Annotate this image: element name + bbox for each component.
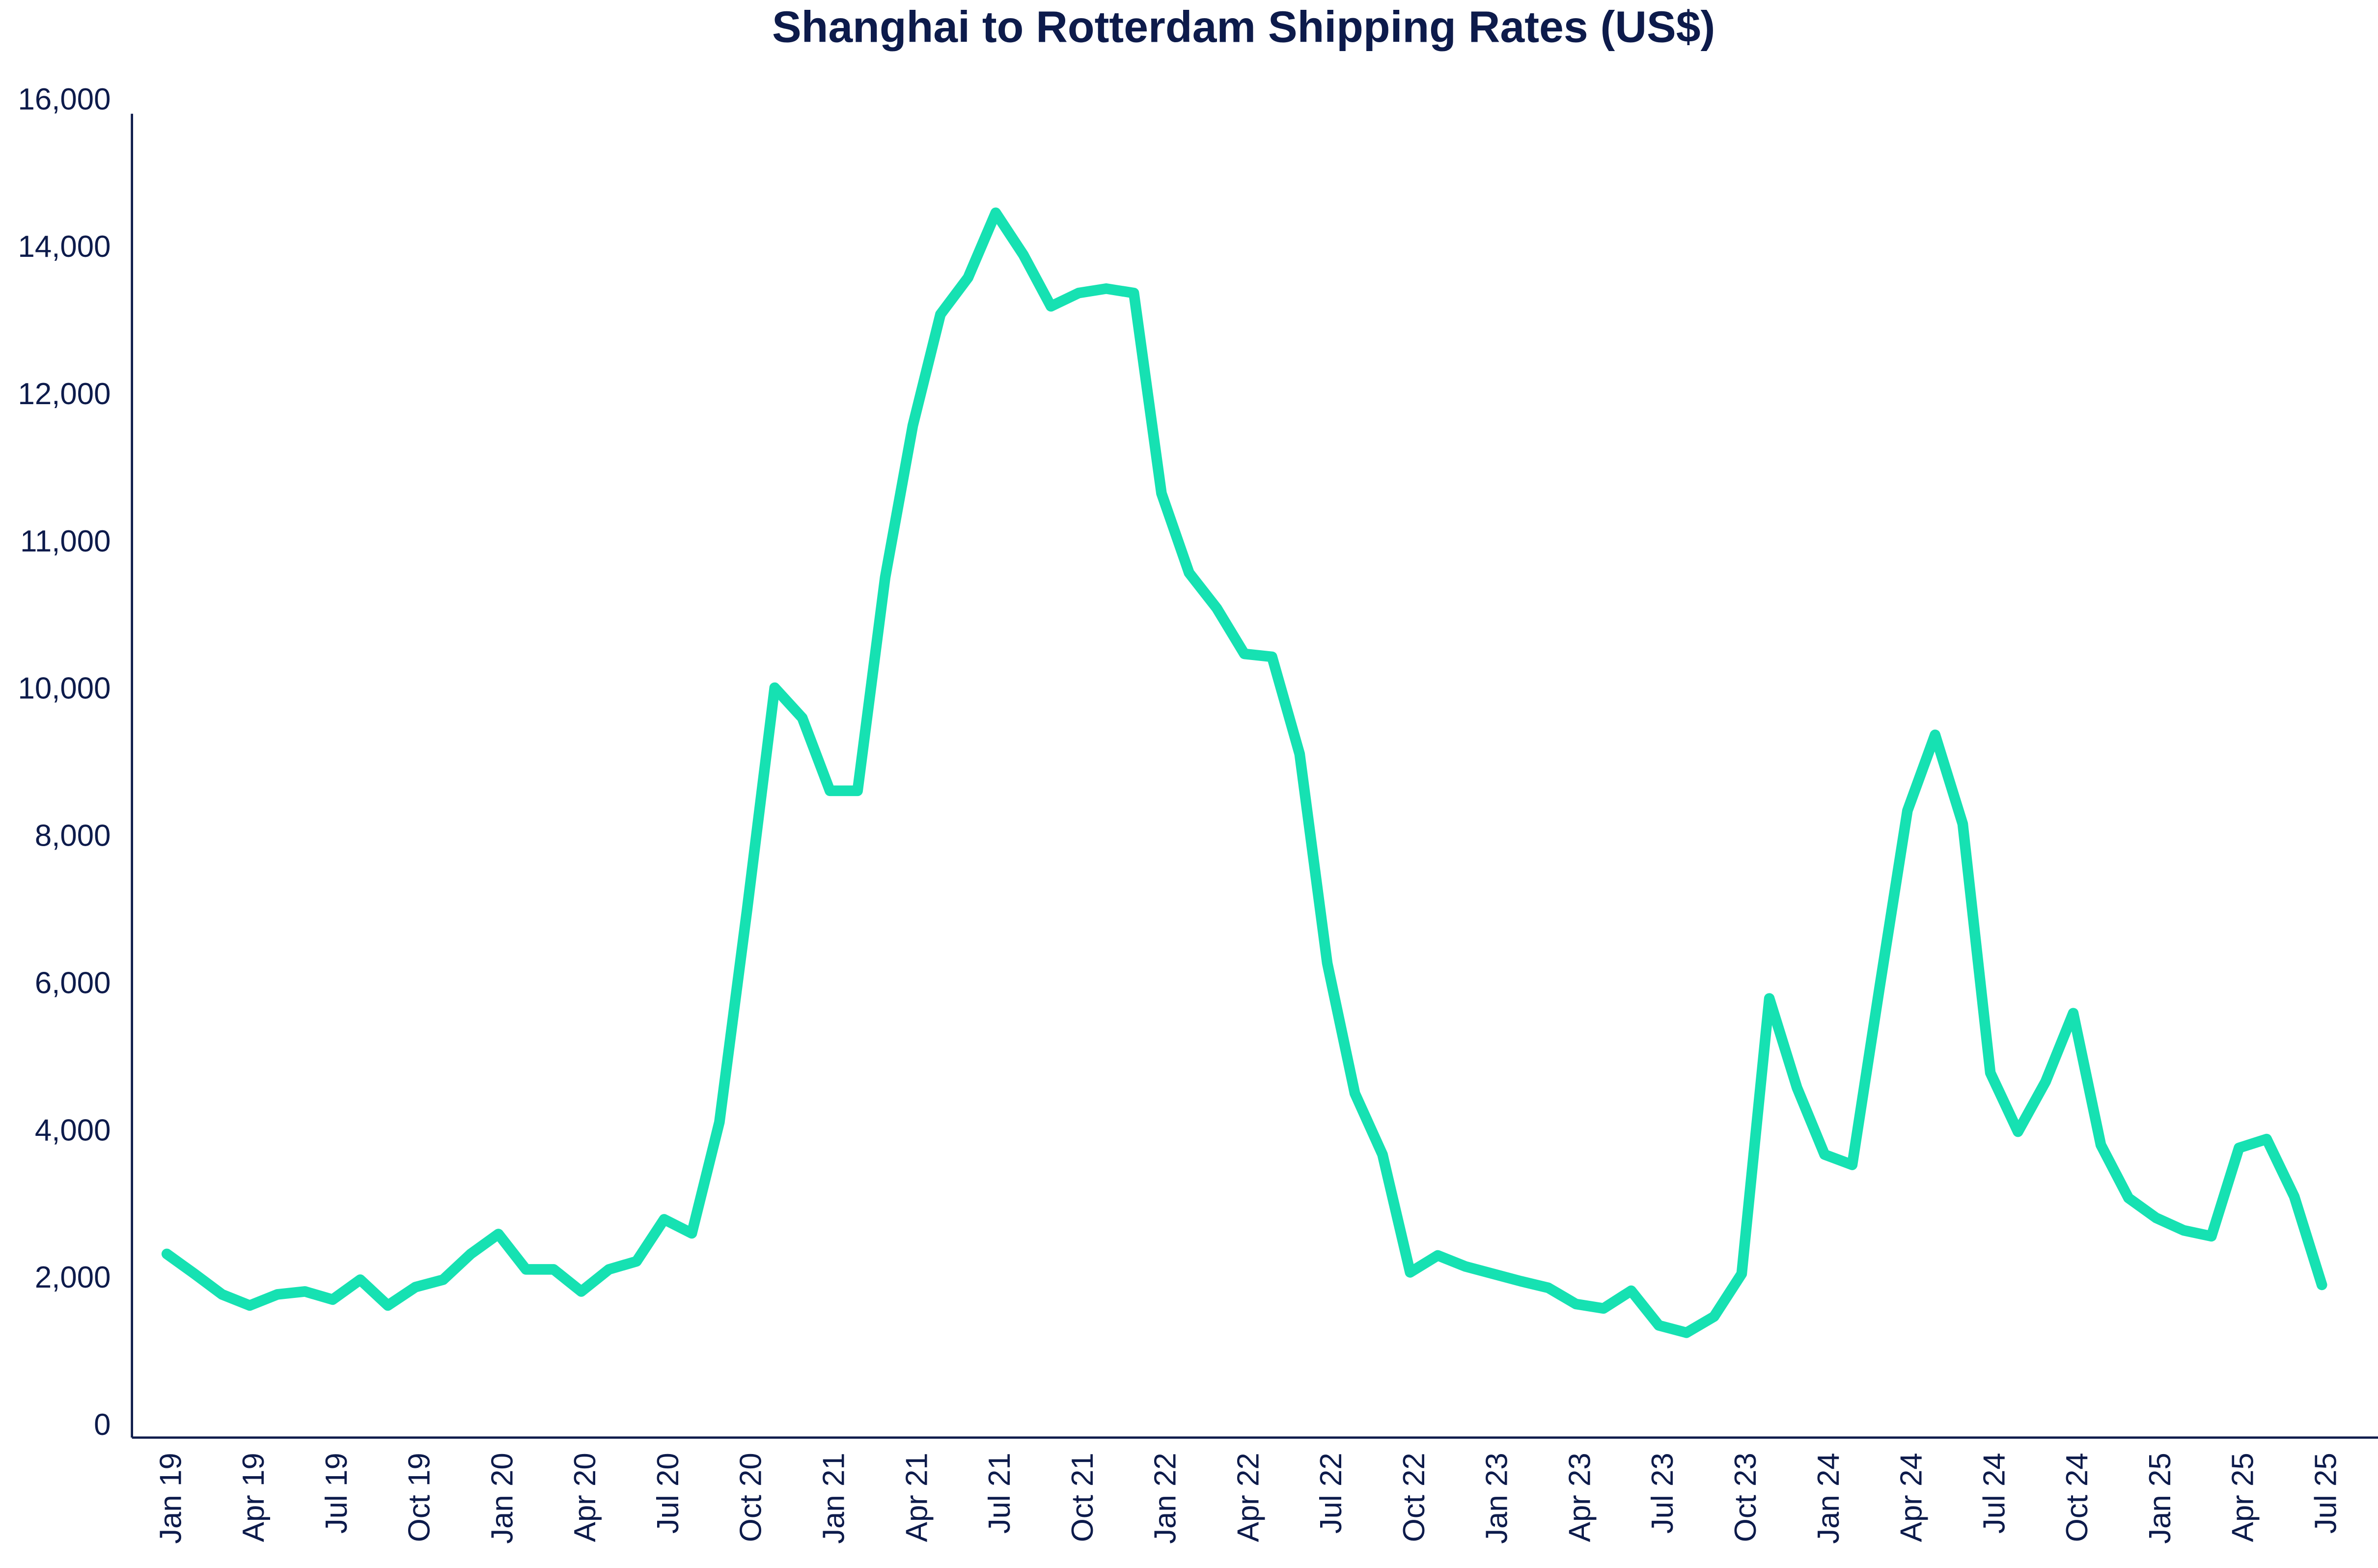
chart-title: Shanghai to Rotterdam Shipping Rates (US…	[772, 2, 1715, 51]
y-tick-label: 0	[94, 1408, 111, 1442]
x-tick-label: Apr 21	[900, 1453, 934, 1542]
x-tick-label: Jan 19	[154, 1453, 188, 1543]
x-tick-label: Apr 25	[2226, 1453, 2260, 1542]
x-tick-label: Oct 22	[1397, 1453, 1431, 1542]
x-tick-label: Oct 19	[403, 1453, 437, 1542]
data-line	[161, 207, 2327, 1338]
x-tick-label: Apr 19	[237, 1453, 271, 1542]
x-tick-label: Jul 19	[320, 1453, 354, 1534]
x-tick-label: Oct 24	[2060, 1453, 2094, 1542]
x-tick-label: Jan 25	[2143, 1453, 2177, 1543]
x-tick-label: Jan 24	[1812, 1453, 1846, 1543]
x-tick-label: Jul 20	[651, 1453, 685, 1534]
x-tick-label: Jul 22	[1314, 1453, 1348, 1534]
x-tick-label: Jan 21	[817, 1453, 851, 1543]
x-tick-label: Oct 23	[1729, 1453, 1763, 1542]
x-tick-label: Apr 22	[1231, 1453, 1265, 1542]
y-tick-label: 6,000	[35, 966, 111, 1000]
x-tick-label: Jul 23	[1646, 1453, 1680, 1534]
y-tick-label: 8,000	[35, 819, 111, 853]
y-tick-label: 16,000	[18, 83, 111, 116]
x-tick-label: Apr 20	[568, 1453, 602, 1542]
x-tick-label: Jul 25	[2309, 1453, 2343, 1534]
y-tick-label: 14,000	[18, 230, 111, 264]
y-tick-label: 2,000	[35, 1261, 111, 1294]
x-tick-label: Jan 23	[1480, 1453, 1514, 1543]
x-tick-label: Apr 23	[1563, 1453, 1597, 1542]
x-tick-label: Jan 20	[485, 1453, 519, 1543]
y-tick-label: 11,000	[20, 524, 111, 558]
x-tick-label: Oct 21	[1066, 1453, 1100, 1542]
y-tick-label: 4,000	[35, 1113, 111, 1147]
x-tick-label: Jul 21	[983, 1453, 1017, 1534]
y-tick-label: 10,000	[18, 672, 111, 706]
x-tick-label: Apr 24	[1895, 1453, 1929, 1542]
x-tick-label: Jan 22	[1149, 1453, 1183, 1543]
y-tick-label: 12,000	[18, 377, 111, 411]
x-tick-label: Oct 20	[734, 1453, 768, 1542]
x-tick-label: Jul 24	[1977, 1453, 2011, 1534]
